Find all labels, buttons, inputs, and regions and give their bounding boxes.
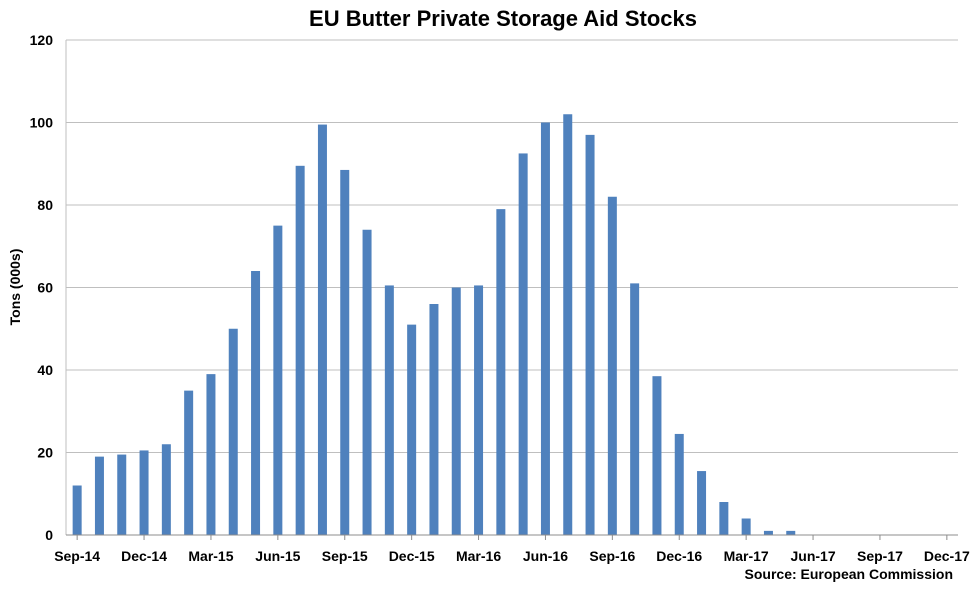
bar-Jan-15 [161,444,171,535]
x-tick-label: Sep-16 [589,548,635,564]
bar-Nov-14 [117,454,127,535]
bar-Mar-16 [474,285,484,535]
x-tick-label: Mar-17 [724,548,769,564]
bar-Jan-17 [697,471,707,535]
y-axis-label: Tons (000s) [7,249,23,326]
bar-Sep-14 [72,485,82,535]
axes [65,40,958,540]
bar-Feb-16 [451,287,461,535]
y-tick-label: 100 [30,115,54,131]
bar-Jun-16 [540,122,550,535]
x-tick-label: Dec-16 [656,548,702,564]
x-tick-label: Jun-17 [790,548,835,564]
x-tick-label: Dec-15 [389,548,435,564]
bar-May-17 [786,530,796,535]
y-tick-label: 20 [37,445,53,461]
x-tick-label: Sep-17 [857,548,903,564]
y-tick-labels: 0 20 40 60 80 100 120 [30,32,54,543]
bar-Jul-15 [295,165,305,535]
gridlines [66,39,958,453]
y-tick-label: 80 [37,197,53,213]
bar-May-16 [518,153,528,535]
x-tick-label: Jun-15 [255,548,300,564]
x-tick-label: Dec-14 [121,548,167,564]
bar-Jun-15 [273,225,283,535]
bar-Aug-15 [317,124,327,535]
bar-Oct-16 [630,283,640,535]
y-tick-label: 0 [45,527,53,543]
bar-Nov-15 [384,285,394,535]
x-tick-label: Mar-16 [456,548,501,564]
bar-Sep-15 [340,169,350,535]
bar-Dec-16 [674,433,684,535]
bar-May-15 [251,271,261,535]
x-tick-label: Mar-15 [188,548,233,564]
bar-Apr-17 [763,530,773,535]
bar-Sep-16 [607,196,617,535]
y-tick-label: 40 [37,362,53,378]
bar-Dec-15 [407,324,417,535]
y-tick-label: 60 [37,280,53,296]
bar-Jul-16 [563,114,573,535]
bar-Feb-15 [184,390,194,535]
source-note: Source: European Commission [745,566,953,582]
x-tick-label: Jun-16 [523,548,568,564]
bar-Aug-16 [585,134,595,535]
x-tick-label: Dec-17 [924,548,970,564]
bar-Oct-15 [362,229,372,535]
bar-Dec-14 [139,450,149,535]
bar-Feb-17 [719,502,729,535]
bar-Oct-14 [94,456,104,535]
bars [72,114,796,535]
x-tick-labels: Sep-14 Dec-14 Mar-15 Jun-15 Sep-15 Dec-15 Mar-… [54,548,970,564]
chart-title: EU Butter Private Storage Aid Stocks [309,6,697,31]
x-tick-label: Sep-15 [322,548,368,564]
y-tick-label: 120 [30,32,54,48]
bar-Apr-16 [496,209,506,535]
bar-Nov-16 [652,376,662,535]
x-tick-label: Sep-14 [54,548,100,564]
bar-Jan-16 [429,304,439,535]
bar-Apr-15 [228,328,238,535]
bar-Mar-15 [206,374,216,535]
bar-Mar-17 [741,518,751,535]
